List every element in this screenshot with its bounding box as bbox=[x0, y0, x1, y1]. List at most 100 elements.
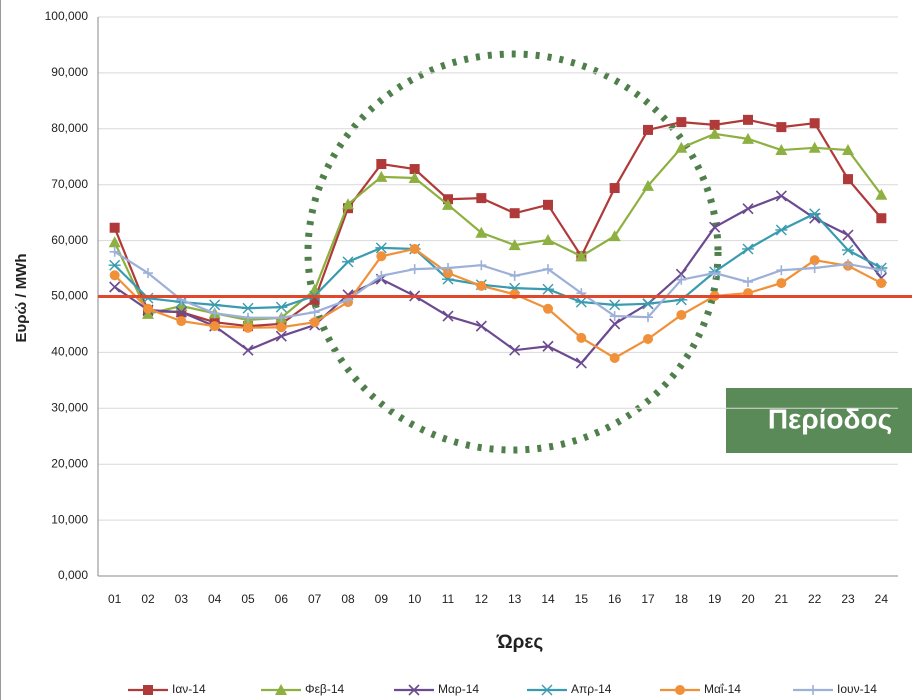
marker bbox=[609, 318, 621, 330]
marker bbox=[276, 312, 287, 323]
marker bbox=[643, 333, 653, 344]
marker bbox=[709, 221, 721, 233]
marker bbox=[508, 239, 521, 251]
marker bbox=[475, 320, 487, 332]
marker bbox=[442, 198, 454, 210]
y-tick-label: 90,000 bbox=[51, 65, 88, 79]
x-tick-label: 23 bbox=[841, 592, 855, 606]
marker bbox=[876, 213, 887, 224]
marker bbox=[409, 264, 420, 275]
marker bbox=[776, 278, 787, 289]
x-tick-label: 24 bbox=[875, 592, 889, 606]
marker bbox=[708, 127, 721, 139]
marker bbox=[742, 132, 754, 144]
marker bbox=[809, 255, 820, 266]
x-tick-label: 04 bbox=[208, 592, 222, 606]
legend-label: Απρ-14 bbox=[571, 682, 612, 696]
marker bbox=[875, 188, 888, 200]
marker bbox=[275, 684, 287, 695]
marker bbox=[643, 312, 653, 323]
x-tick-label: 11 bbox=[442, 592, 455, 606]
marker bbox=[541, 684, 553, 696]
marker bbox=[608, 230, 621, 242]
series-line bbox=[114, 250, 882, 319]
x-tick-label: 17 bbox=[641, 592, 655, 606]
marker bbox=[776, 122, 787, 133]
y-tick-label: 80,000 bbox=[51, 121, 88, 135]
marker bbox=[543, 264, 553, 275]
marker bbox=[376, 159, 387, 170]
marker bbox=[309, 307, 320, 318]
marker bbox=[609, 311, 620, 322]
marker bbox=[742, 203, 754, 215]
marker bbox=[775, 224, 788, 236]
y-tick-label: 100,000 bbox=[45, 9, 89, 23]
x-tick-label: 13 bbox=[508, 592, 522, 606]
x-tick-label: 01 bbox=[108, 592, 122, 606]
marker bbox=[509, 344, 521, 356]
marker bbox=[843, 174, 853, 185]
marker bbox=[743, 114, 753, 125]
marker bbox=[476, 280, 487, 291]
marker bbox=[143, 303, 153, 314]
marker bbox=[808, 141, 821, 153]
highlight-circle bbox=[304, 50, 722, 454]
marker bbox=[509, 270, 520, 281]
marker bbox=[108, 259, 121, 271]
marker bbox=[775, 190, 787, 202]
marker bbox=[808, 685, 818, 695]
marker bbox=[408, 684, 420, 696]
marker bbox=[209, 321, 220, 332]
marker bbox=[676, 309, 687, 320]
x-tick-label: 12 bbox=[475, 592, 489, 606]
x-tick-label: 20 bbox=[741, 592, 755, 606]
marker bbox=[375, 242, 388, 254]
marker bbox=[376, 270, 387, 281]
marker bbox=[175, 306, 187, 318]
marker bbox=[743, 276, 753, 287]
marker bbox=[742, 243, 754, 255]
marker bbox=[543, 303, 553, 314]
y-tick-label: 40,000 bbox=[51, 345, 88, 359]
marker bbox=[809, 118, 820, 129]
marker bbox=[108, 236, 121, 248]
legend-label: Μαΐ-14 bbox=[704, 682, 741, 696]
x-tick-label: 07 bbox=[308, 592, 322, 606]
marker bbox=[275, 301, 288, 313]
marker bbox=[309, 294, 320, 305]
marker bbox=[143, 268, 153, 279]
marker bbox=[109, 281, 121, 293]
marker bbox=[676, 117, 687, 128]
marker bbox=[876, 278, 887, 289]
marker bbox=[608, 299, 621, 311]
marker bbox=[709, 268, 720, 279]
x-tick-label: 09 bbox=[375, 592, 389, 606]
y-tick-label: 60,000 bbox=[51, 233, 88, 247]
marker bbox=[642, 298, 654, 310]
marker bbox=[375, 170, 388, 182]
marker bbox=[542, 283, 554, 295]
legend-label: Φεβ-14 bbox=[305, 682, 344, 696]
marker bbox=[109, 246, 120, 257]
x-axis-label: Ώρες bbox=[496, 632, 544, 653]
marker bbox=[242, 302, 254, 314]
marker bbox=[575, 357, 587, 369]
x-tick-label: 19 bbox=[708, 592, 722, 606]
x-tick-label: 10 bbox=[408, 592, 422, 606]
y-tick-label: 10,000 bbox=[51, 512, 88, 526]
marker bbox=[575, 250, 588, 262]
marker bbox=[243, 322, 253, 333]
y-tick-label: 30,000 bbox=[51, 400, 88, 414]
marker bbox=[143, 685, 153, 695]
marker bbox=[543, 199, 553, 210]
marker bbox=[808, 208, 821, 220]
marker bbox=[142, 292, 154, 304]
legend-label: Ιουν-14 bbox=[837, 682, 877, 696]
x-tick-label: 14 bbox=[541, 592, 555, 606]
y-tick-label: 70,000 bbox=[51, 177, 88, 191]
series-line bbox=[113, 212, 882, 310]
marker bbox=[276, 322, 287, 333]
marker bbox=[776, 265, 787, 276]
x-tick-label: 16 bbox=[608, 592, 622, 606]
